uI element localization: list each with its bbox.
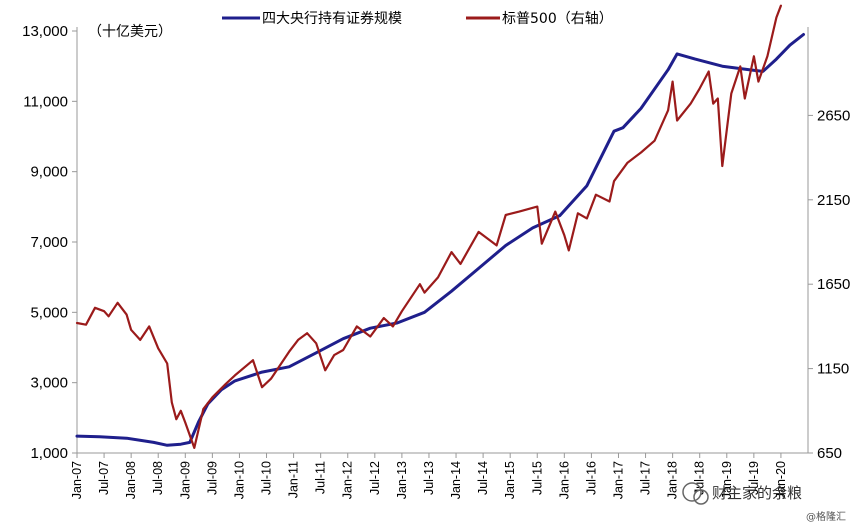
x-tick-label: Jul-19: [747, 461, 761, 495]
x-tick-label: Jan-15: [503, 461, 517, 499]
right-tick-label: 1650: [817, 276, 850, 293]
x-tick-label: Jul-11: [314, 461, 328, 494]
series-line-sp500: [75, 4, 783, 449]
x-tick-label: Jul-07: [97, 461, 111, 495]
right-tick-label: 2650: [817, 107, 850, 124]
left-tick-label: 1,000: [30, 445, 68, 462]
watermark-text: 财主家的余粮: [712, 484, 802, 502]
axes: 1,000 3,000 5,000 7,000 9,000 11,000 13,000 650…: [22, 23, 850, 499]
x-tick-label: Jan-08: [124, 461, 138, 499]
x-tick-label: Jul-08: [151, 461, 165, 495]
series-line-central-banks: [75, 33, 805, 447]
x-tick-label: Jul-09: [205, 461, 219, 495]
x-tick-label: Jan-10: [232, 461, 246, 499]
left-tick-label: 7,000: [30, 234, 68, 251]
x-tick-label: Jul-12: [368, 461, 382, 495]
legend: 四大央行持有证券规模 标普500（右轴）: [222, 11, 613, 27]
left-tick-label: 5,000: [30, 304, 68, 321]
series-layer: [75, 4, 805, 449]
x-tick-label: Jan-18: [666, 461, 680, 499]
x-tick-label: Jan-13: [395, 461, 409, 499]
chat-bubble-icon: [682, 482, 702, 502]
x-tick-label: Jan-16: [557, 461, 571, 499]
x-tick-label: Jan-17: [611, 461, 625, 499]
x-tick-label: Jan-12: [341, 461, 355, 499]
x-tick-label: Jul-10: [260, 461, 274, 495]
x-tick-label: Jul-18: [693, 461, 707, 495]
watermark-sub: @格隆汇: [806, 510, 846, 523]
left-tick-label: 3,000: [30, 375, 68, 392]
x-tick-label: Jul-14: [476, 461, 490, 495]
x-tick-label: Jul-13: [422, 461, 436, 495]
x-tick-label: Jan-09: [178, 461, 192, 499]
x-tick-label: Jan-20: [774, 461, 788, 499]
chat-bubble-icon-secondary: [693, 489, 709, 505]
right-tick-label: 1150: [817, 361, 849, 378]
right-tick-label: 650: [817, 445, 842, 462]
x-tick-label: Jan-19: [720, 461, 734, 499]
x-tick-label: Jan-14: [449, 461, 463, 499]
left-axis-unit: （十亿美元）: [88, 24, 172, 40]
x-tick-label: Jul-15: [530, 461, 544, 495]
x-tick-label: Jan-11: [287, 461, 301, 498]
x-tick-label: Jan-07: [70, 461, 84, 499]
watermark: 财主家的余粮 @格隆汇: [682, 482, 846, 523]
left-tick-label: 13,000: [22, 23, 68, 40]
unit-label: （十亿美元）: [88, 24, 172, 40]
legend-label-sp500: 标普500（右轴）: [502, 11, 613, 27]
left-tick-label: 11,000: [23, 93, 68, 110]
x-tick-label: Jul-17: [639, 461, 653, 495]
legend-label-central-banks: 四大央行持有证券规模: [262, 11, 402, 27]
x-tick-label: Jul-16: [584, 461, 598, 495]
right-tick-label: 2150: [817, 192, 850, 209]
left-tick-label: 9,000: [30, 164, 68, 181]
